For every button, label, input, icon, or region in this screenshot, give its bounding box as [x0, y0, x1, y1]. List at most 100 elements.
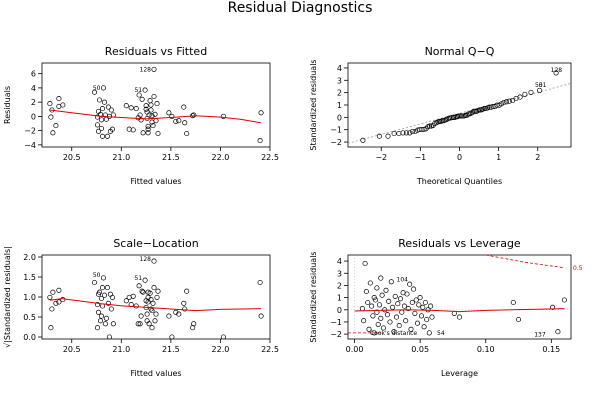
- smooth-line: [49, 298, 262, 312]
- plot-marks: [348, 70, 571, 144]
- data-point: [166, 110, 172, 116]
- y-tick-label: −2: [330, 330, 342, 339]
- data-point: [396, 130, 402, 137]
- data-point: [105, 300, 111, 306]
- data-point: [176, 311, 182, 317]
- data-point: [220, 334, 226, 339]
- data-point: [49, 306, 55, 312]
- data-point: [375, 321, 381, 327]
- x-tick-label: 22.5: [261, 153, 279, 162]
- data-point: [362, 260, 368, 267]
- data-point: [169, 113, 175, 119]
- y-tick-label: 1: [337, 294, 342, 303]
- x-tick-label: 22.0: [212, 345, 230, 354]
- data-point: [148, 107, 154, 113]
- data-point: [99, 285, 106, 291]
- y-axis-label: √|Standardized residuals|: [3, 246, 12, 348]
- data-point: [409, 128, 416, 135]
- data-point: [100, 275, 107, 281]
- data-point: [101, 99, 108, 105]
- data-point: [506, 98, 512, 104]
- x-tick-label: 20.5: [63, 345, 81, 354]
- data-point: [522, 91, 528, 97]
- data-point: [96, 289, 103, 295]
- data-point: [371, 295, 377, 301]
- data-point: [98, 295, 105, 302]
- data-point: [169, 334, 175, 339]
- data-point: [98, 117, 105, 123]
- data-point: [166, 313, 172, 319]
- data-point: [135, 321, 141, 327]
- data-point: [155, 288, 161, 294]
- data-point: [379, 292, 385, 298]
- data-point: [181, 104, 187, 110]
- x-tick-label: 22.0: [212, 153, 230, 162]
- data-point: [413, 297, 419, 303]
- y-tick-label: 4: [337, 64, 342, 73]
- data-point: [456, 314, 463, 320]
- data-point: [53, 300, 59, 306]
- data-point: [220, 113, 226, 119]
- point-label: 51: [539, 82, 547, 89]
- data-point: [110, 321, 116, 327]
- data-point: [109, 294, 115, 300]
- point-label: 128: [140, 66, 152, 73]
- data-point: [143, 103, 149, 109]
- data-point: [392, 293, 398, 299]
- data-point: [53, 123, 59, 129]
- x-axis-label: Fitted values: [130, 177, 181, 186]
- point-label: 137: [534, 332, 546, 339]
- data-point: [138, 313, 144, 319]
- data-point: [139, 96, 145, 102]
- data-point: [424, 316, 430, 323]
- x-tick-label: 0.15: [542, 345, 560, 354]
- y-tick-label: 0.5: [23, 313, 36, 322]
- data-point: [100, 85, 107, 91]
- data-point: [130, 293, 136, 299]
- data-point: [376, 133, 382, 139]
- data-point: [91, 279, 98, 286]
- y-tick-label: 1.0: [23, 293, 36, 302]
- data-point: [472, 108, 478, 114]
- data-point: [405, 306, 411, 312]
- data-point: [48, 114, 54, 120]
- data-point: [417, 295, 423, 301]
- data-point: [133, 106, 139, 112]
- data-point: [429, 314, 435, 320]
- data-point: [94, 122, 101, 128]
- data-point: [108, 107, 114, 113]
- data-point: [133, 303, 139, 309]
- data-point: [456, 113, 462, 119]
- data-point: [145, 126, 151, 132]
- data-point: [421, 324, 427, 330]
- data-point: [139, 288, 145, 294]
- data-point: [374, 285, 380, 291]
- data-point: [528, 89, 534, 95]
- data-point: [481, 106, 487, 112]
- data-point: [149, 113, 155, 119]
- data-point: [258, 313, 264, 319]
- point-label: 50: [93, 272, 101, 279]
- data-point: [420, 304, 426, 310]
- data-point: [94, 325, 101, 331]
- data-point: [409, 299, 415, 306]
- y-tick-label: 0: [31, 112, 36, 121]
- data-point: [401, 303, 407, 309]
- data-point: [503, 99, 510, 105]
- data-point: [151, 93, 157, 100]
- cooks-distance-value: 0.5: [573, 265, 583, 272]
- data-point: [130, 127, 136, 133]
- data-point: [142, 277, 148, 283]
- data-point: [152, 318, 158, 324]
- data-point: [60, 102, 66, 108]
- data-point: [137, 112, 143, 118]
- panel-scale-location: Scale−Location 20.5 21.0 21.5 22.0 22.5 0.0 0.5…: [3, 237, 279, 378]
- data-point: [101, 292, 108, 298]
- data-point: [363, 288, 369, 295]
- plot-frame: [41, 62, 271, 148]
- data-point: [97, 318, 104, 324]
- x-axis-label: Fitted values: [130, 369, 181, 378]
- data-point: [550, 304, 556, 310]
- data-point: [95, 128, 102, 134]
- data-point: [370, 313, 376, 319]
